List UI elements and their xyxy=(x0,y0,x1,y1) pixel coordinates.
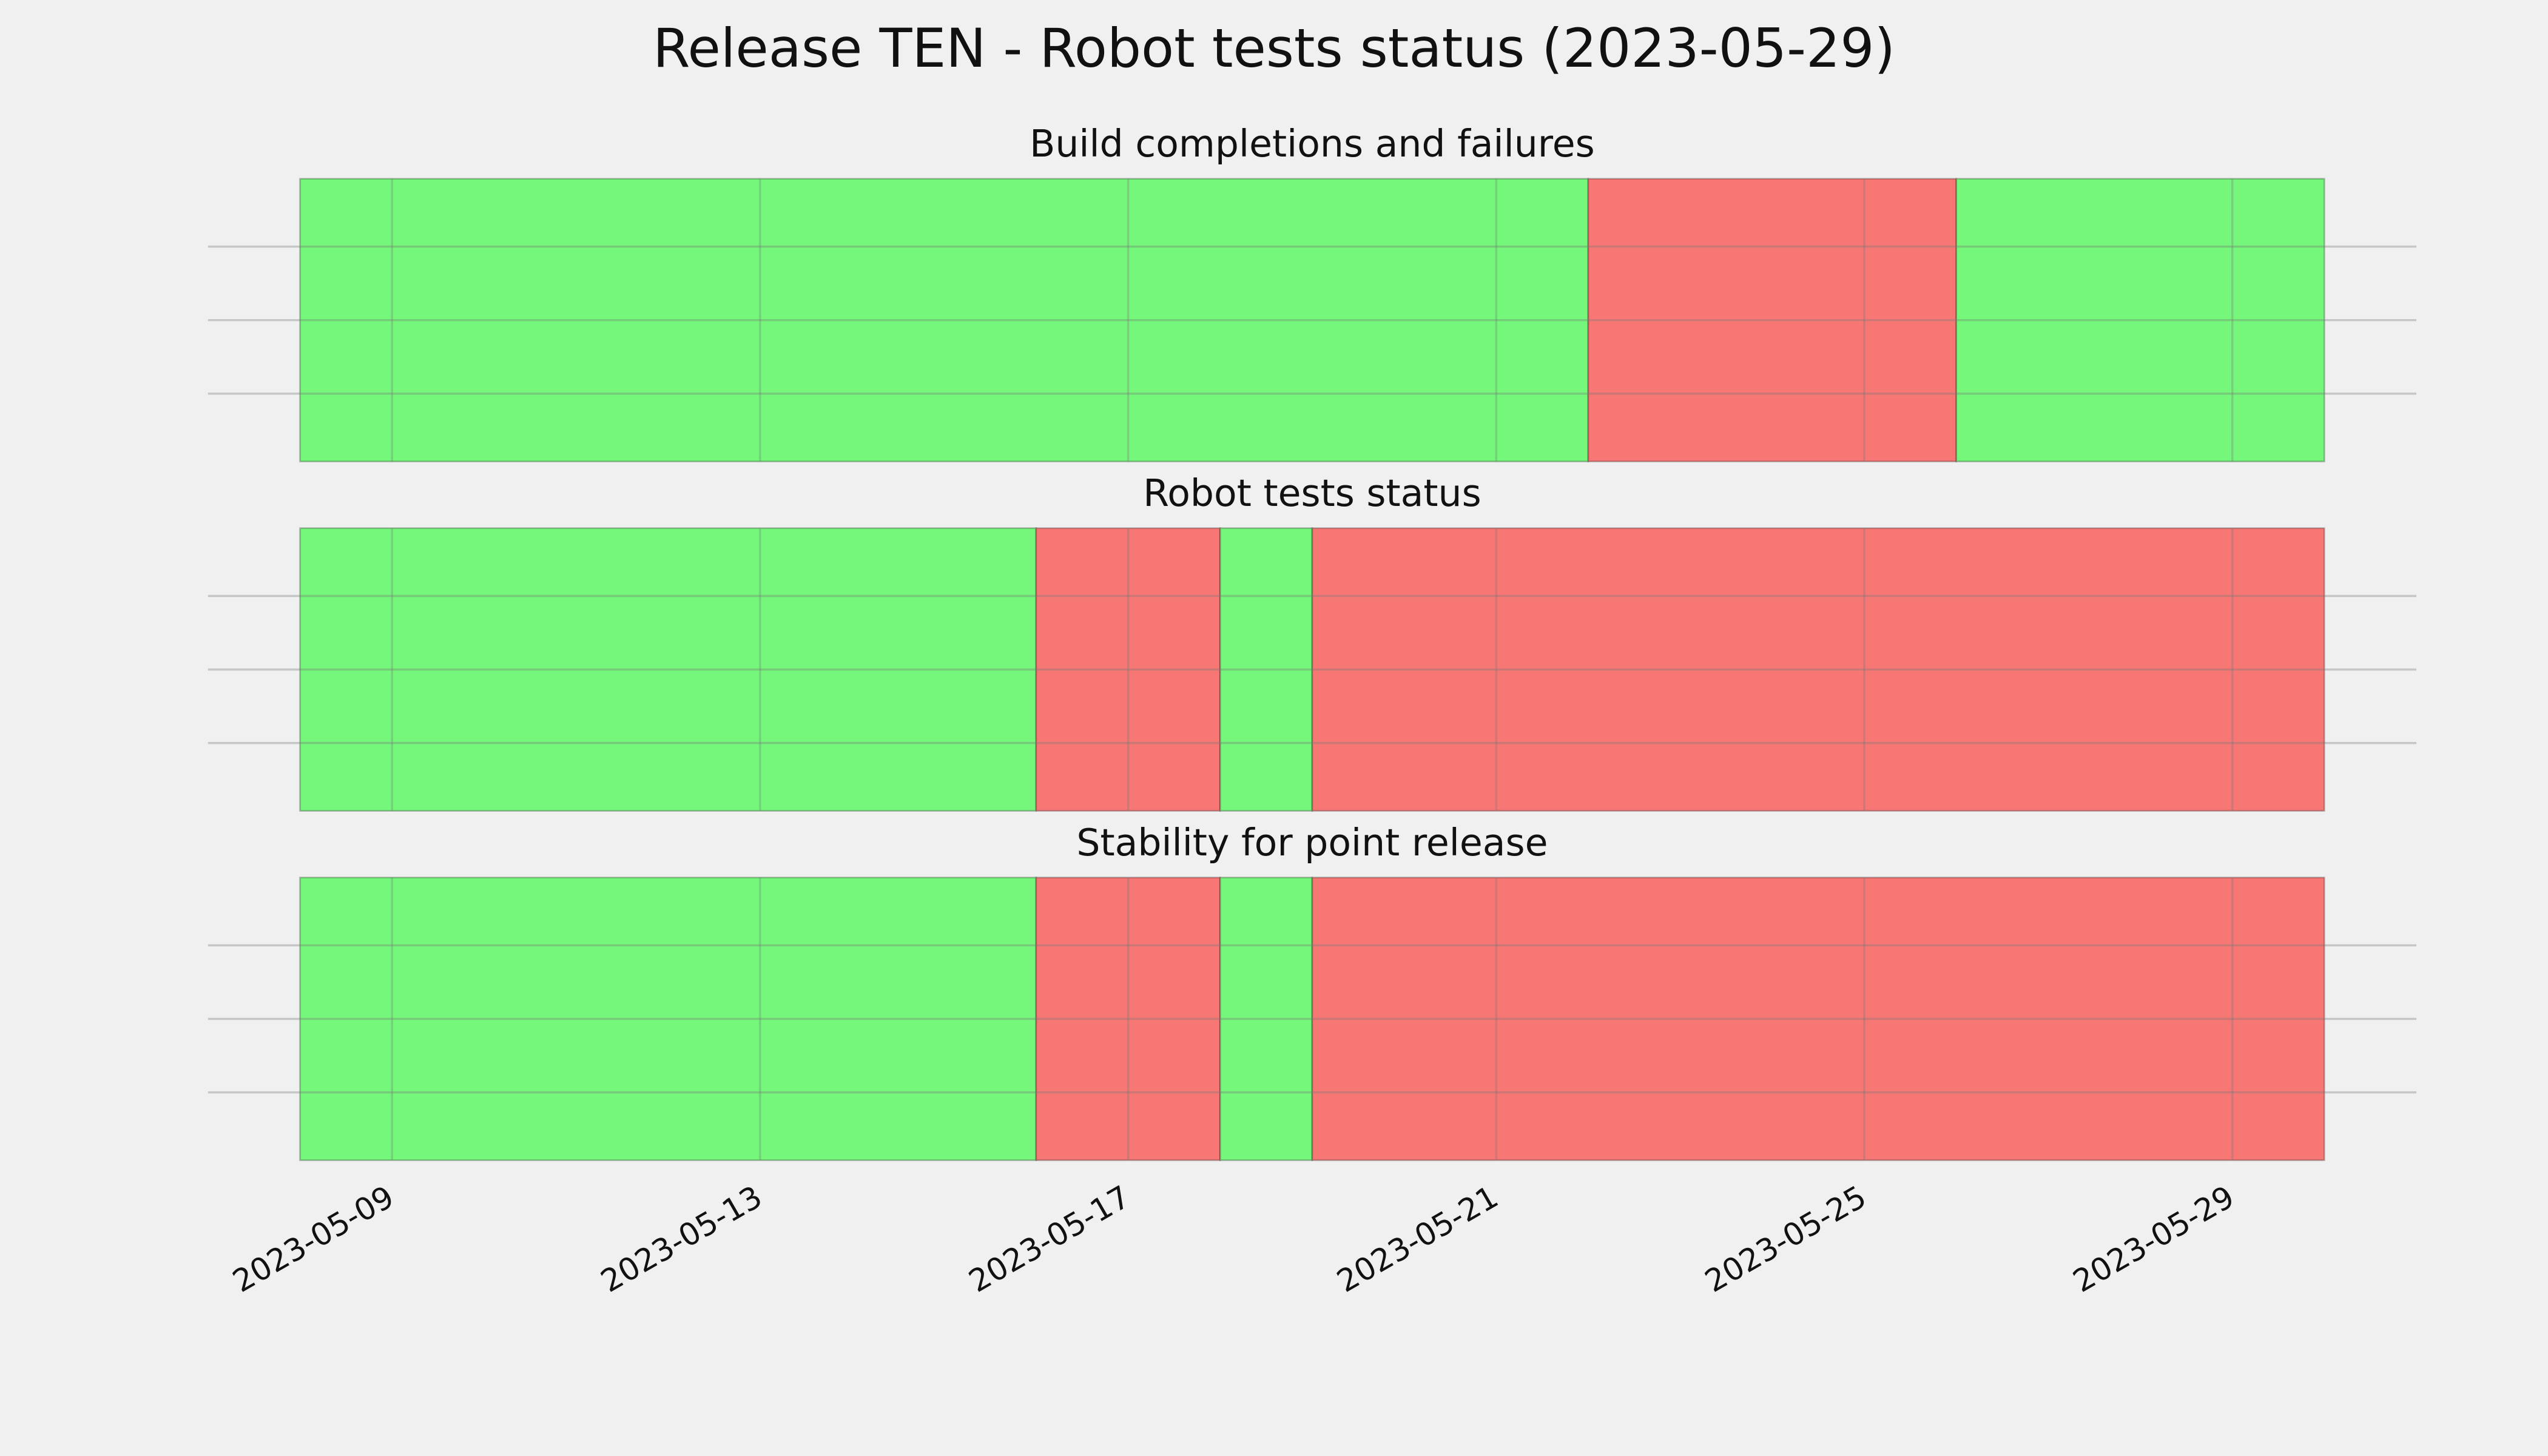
status-span xyxy=(1311,877,2325,1161)
status-span xyxy=(299,877,1037,1161)
panel-title: Stability for point release xyxy=(1076,821,1548,864)
status-span xyxy=(1219,527,1313,812)
status-span xyxy=(1955,178,2325,463)
status-span xyxy=(1587,178,1958,463)
status-span xyxy=(1219,877,1313,1161)
status-span xyxy=(1035,527,1221,812)
status-span xyxy=(299,527,1037,812)
status-span xyxy=(1035,877,1221,1161)
panel-title: Robot tests status xyxy=(1143,471,1481,515)
chart-title: Release TEN - Robot tests status (2023-0… xyxy=(653,17,1895,79)
status-span xyxy=(299,178,1589,463)
panel-title: Build completions and failures xyxy=(1030,122,1595,166)
status-span xyxy=(1311,527,2325,812)
